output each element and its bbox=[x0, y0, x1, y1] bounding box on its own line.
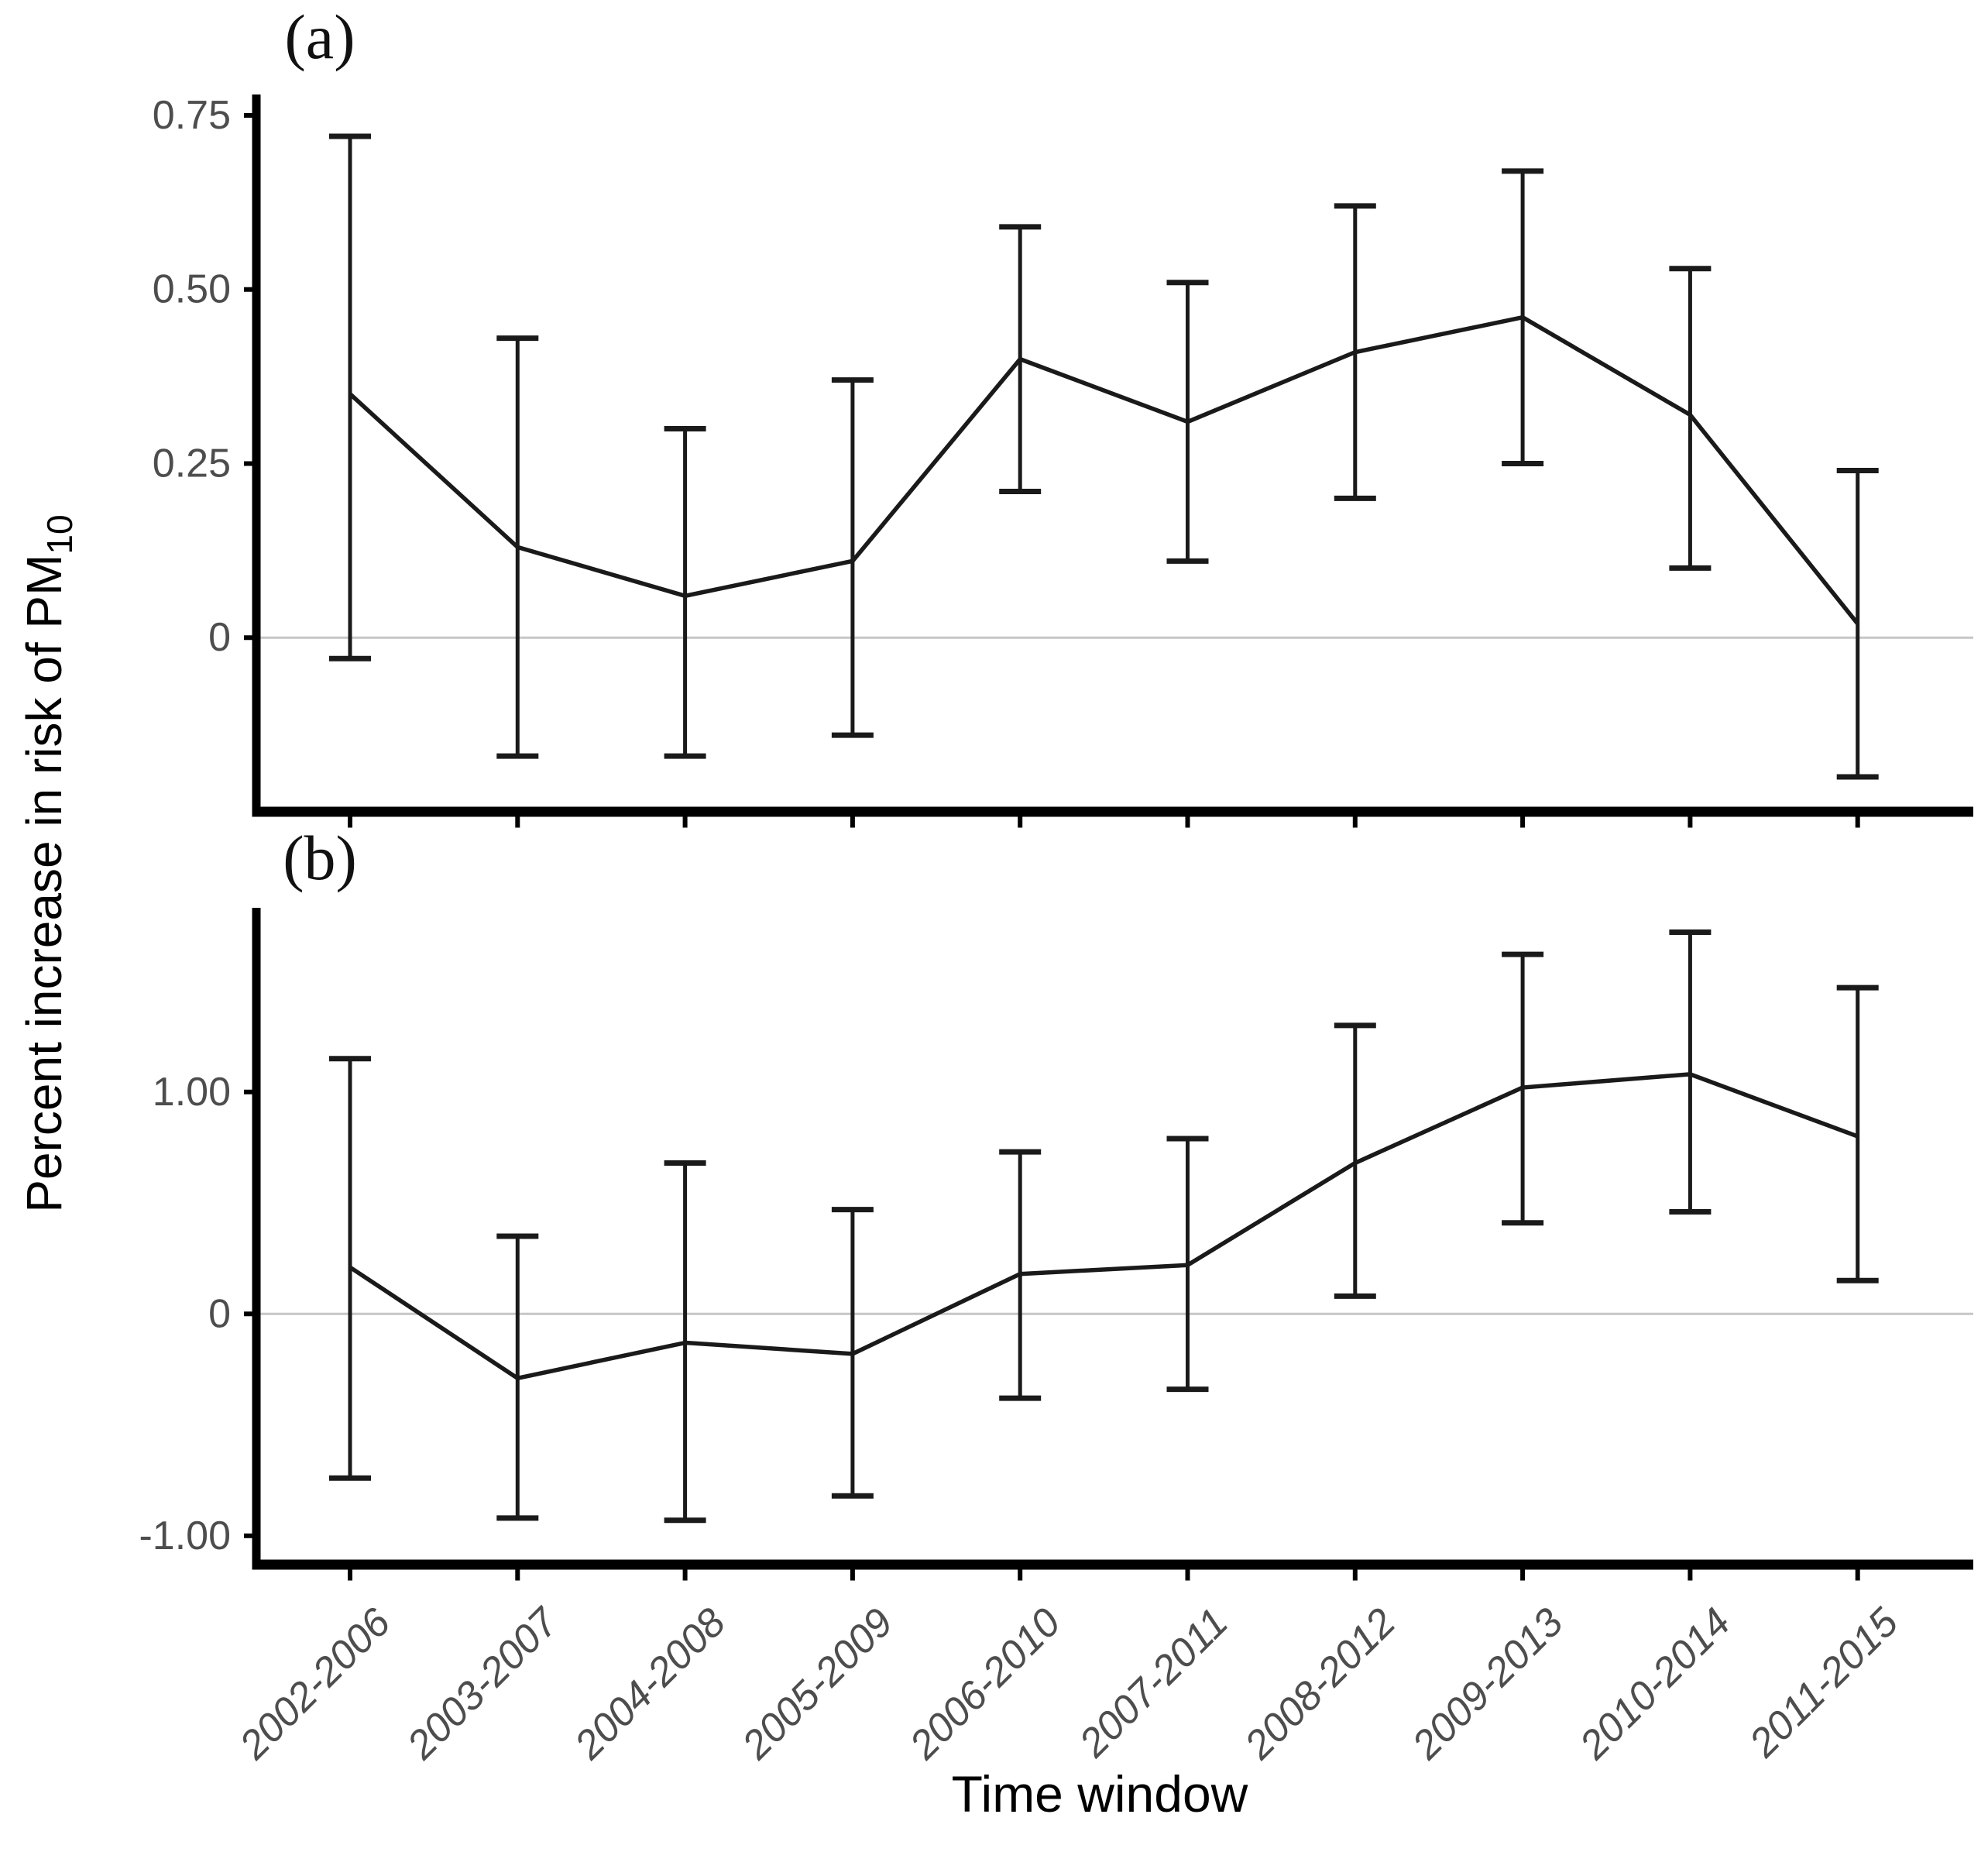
x-tick-label: 2002-2006 bbox=[231, 1599, 400, 1768]
y-axis-title-text: Percent increase in risk of PM bbox=[16, 554, 73, 1213]
series-line bbox=[349, 1072, 1859, 1381]
y-tick-label: -1.00 bbox=[139, 1514, 231, 1558]
x-tick-label: 2004-2008 bbox=[566, 1599, 735, 1768]
x-tick-label: 2006-2010 bbox=[901, 1599, 1070, 1768]
y-tick-label: 1.00 bbox=[153, 1070, 231, 1115]
y-tick-label: 0.25 bbox=[153, 441, 231, 486]
y-axis-title-subscript: 10 bbox=[39, 514, 80, 555]
x-tick-label: 2007-2011 bbox=[1070, 1599, 1237, 1766]
y-tick-label: 0 bbox=[208, 1291, 231, 1336]
panel-a-label: (a) bbox=[284, 2, 355, 72]
y-tick-label: 0 bbox=[208, 615, 231, 660]
x-tick-label: 2011-2015 bbox=[1740, 1599, 1907, 1767]
y-tick-label: 0.50 bbox=[153, 267, 231, 312]
panel-b-label: (b) bbox=[283, 823, 357, 893]
y-tick-label: 0.75 bbox=[153, 93, 231, 138]
x-tick-label: 2003-2007 bbox=[398, 1599, 568, 1768]
x-tick-label: 2008-2012 bbox=[1236, 1599, 1405, 1768]
x-tick-label: 2005-2009 bbox=[733, 1599, 902, 1768]
x-tick-label: 2010-2014 bbox=[1571, 1599, 1739, 1768]
y-axis-title: Percent increase in risk of PM10 bbox=[15, 514, 81, 1212]
x-axis-title: Time window bbox=[951, 1765, 1248, 1823]
x-tick-label: 2009-2013 bbox=[1403, 1599, 1572, 1768]
series-line bbox=[349, 314, 1859, 625]
